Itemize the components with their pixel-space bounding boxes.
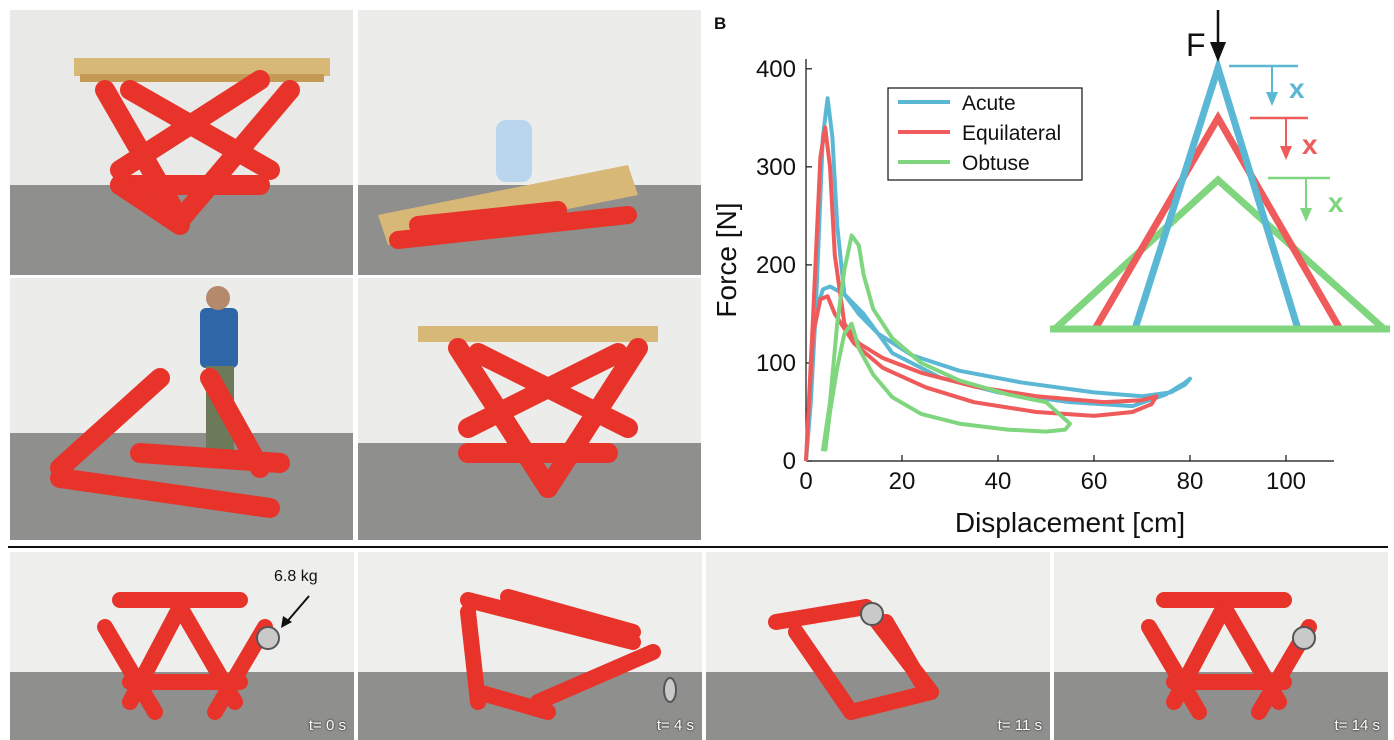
y-ticks: 0 100 200 300 400 (756, 56, 812, 475)
force-label: F (1186, 27, 1206, 63)
photo-robot-holding-pallet (10, 10, 353, 275)
x-label-obtuse: x (1328, 187, 1344, 218)
x-tick-label: 20 (889, 468, 916, 495)
time-label-3: t= 14 s (1334, 717, 1380, 734)
triangle-equilateral (1091, 111, 1344, 331)
y-tick-label: 300 (756, 154, 796, 181)
legend: Acute Equilateral Obtuse (887, 87, 1083, 181)
photo-sequence-t14: t= 14 s (1054, 552, 1388, 740)
legend-label-obtuse: Obtuse (962, 152, 1030, 175)
legend-label-equilateral: Equilateral (962, 122, 1061, 145)
photo-sequence-t11: t= 11 s (706, 552, 1050, 740)
x-label-acute: x (1289, 73, 1305, 104)
panel-letter-b: B (714, 14, 727, 33)
x-tick-label: 0 (799, 468, 812, 495)
x-tick-label: 100 (1266, 468, 1306, 495)
force-displacement-chart: 0 100 200 300 400 0 20 40 60 80 100 Force [N] Dis… (711, 10, 1390, 538)
time-label-2: t= 11 s (997, 717, 1042, 734)
photo-robot-holding-pallet-2 (358, 278, 701, 540)
x-ticks: 0 20 40 60 80 100 (799, 455, 1306, 495)
x-axis-label: Displacement [cm] (955, 507, 1185, 538)
mass-label: 6.8 kg (274, 568, 318, 585)
photo-person-manipulating-robot (10, 278, 353, 540)
series-lines (804, 96, 1192, 462)
series-line-obtuse (820, 233, 1072, 452)
photo-sequence-t4: t= 4 s (358, 552, 702, 740)
triangle-inset: F x x x (1050, 10, 1390, 333)
time-label-1: t= 4 s (656, 717, 694, 734)
x-tick-label: 60 (1081, 468, 1108, 495)
section-divider (8, 546, 1388, 548)
triangle-obtuse (1052, 175, 1387, 332)
x-label-equilateral: x (1302, 129, 1318, 160)
y-tick-label: 100 (756, 350, 796, 377)
series-line-equilateral (804, 125, 1159, 462)
y-axis-label: Force [N] (711, 202, 742, 317)
x-tick-label: 80 (1177, 468, 1204, 495)
plot-area: 0 100 200 300 400 0 20 40 60 80 100 (756, 56, 1334, 495)
series-line-acute (804, 96, 1192, 462)
y-tick-label: 400 (756, 56, 796, 83)
y-tick-label: 200 (756, 252, 796, 279)
time-label-0: t= 0 s (308, 717, 346, 734)
mass-arrow-icon (281, 595, 310, 628)
x-tick-label: 40 (985, 468, 1012, 495)
force-arrowhead-icon (1210, 42, 1226, 62)
photo-robot-collapsed-with-water (358, 10, 701, 275)
triangle-acute (1131, 56, 1302, 331)
legend-label-acute: Acute (962, 92, 1016, 115)
y-tick-label: 0 (783, 448, 796, 475)
photo-sequence-t0: 6.8 kg t= 0 s (10, 552, 354, 740)
